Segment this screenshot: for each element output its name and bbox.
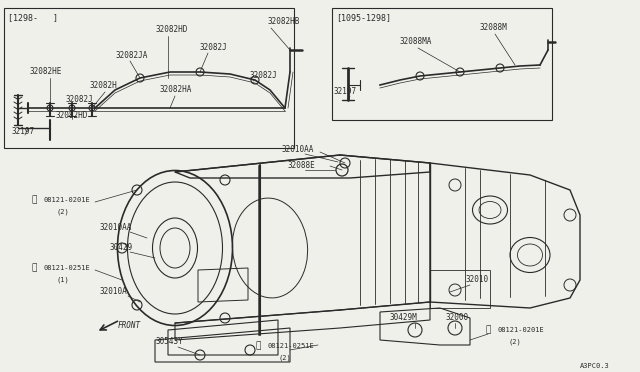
Text: 08121-0201E: 08121-0201E xyxy=(497,327,544,333)
Text: 32088E: 32088E xyxy=(288,161,316,170)
Text: 32010: 32010 xyxy=(465,276,488,285)
Text: FRONT: FRONT xyxy=(118,321,141,330)
Bar xyxy=(332,8,552,120)
Text: 30429M: 30429M xyxy=(390,314,418,323)
Text: 32082HB: 32082HB xyxy=(268,17,300,26)
Text: 32010AA: 32010AA xyxy=(100,224,132,232)
Text: 32082J: 32082J xyxy=(200,42,228,51)
Text: (2): (2) xyxy=(56,209,68,215)
Text: 32088M: 32088M xyxy=(480,23,508,32)
Text: 32010AA: 32010AA xyxy=(282,145,314,154)
Text: 32082J: 32082J xyxy=(65,96,93,105)
Text: (2): (2) xyxy=(509,339,522,345)
Text: (1): (1) xyxy=(56,277,68,283)
Text: [1095-1298]: [1095-1298] xyxy=(336,13,391,22)
Text: 08121-0251E: 08121-0251E xyxy=(44,265,91,271)
Text: Ⓑ: Ⓑ xyxy=(32,196,37,205)
Text: 32082HD: 32082HD xyxy=(55,110,88,119)
Text: 32082H: 32082H xyxy=(90,81,118,90)
Text: 32082HA: 32082HA xyxy=(160,86,193,94)
Text: 30429: 30429 xyxy=(110,244,133,253)
Text: 32197: 32197 xyxy=(12,128,35,137)
Text: Ⓑ: Ⓑ xyxy=(255,341,260,350)
Text: 32082HE: 32082HE xyxy=(30,67,62,77)
Text: 32082HD: 32082HD xyxy=(155,26,188,35)
Text: 32000: 32000 xyxy=(445,314,468,323)
Text: 30543Y: 30543Y xyxy=(155,337,183,346)
Text: 08121-0251E: 08121-0251E xyxy=(267,343,314,349)
Text: [1298-   ]: [1298- ] xyxy=(8,13,58,22)
Text: Ⓑ: Ⓑ xyxy=(32,263,37,273)
Text: 32088MA: 32088MA xyxy=(400,38,433,46)
Bar xyxy=(4,8,294,148)
Text: 32082J: 32082J xyxy=(250,71,278,80)
Text: 32010A: 32010A xyxy=(100,288,128,296)
Text: 32082JA: 32082JA xyxy=(115,51,147,60)
Text: 32197: 32197 xyxy=(334,87,357,96)
Text: Ⓑ: Ⓑ xyxy=(485,326,490,334)
Text: A3PC0.3: A3PC0.3 xyxy=(580,363,610,369)
Text: (2): (2) xyxy=(279,355,292,361)
Text: 08121-0201E: 08121-0201E xyxy=(44,197,91,203)
